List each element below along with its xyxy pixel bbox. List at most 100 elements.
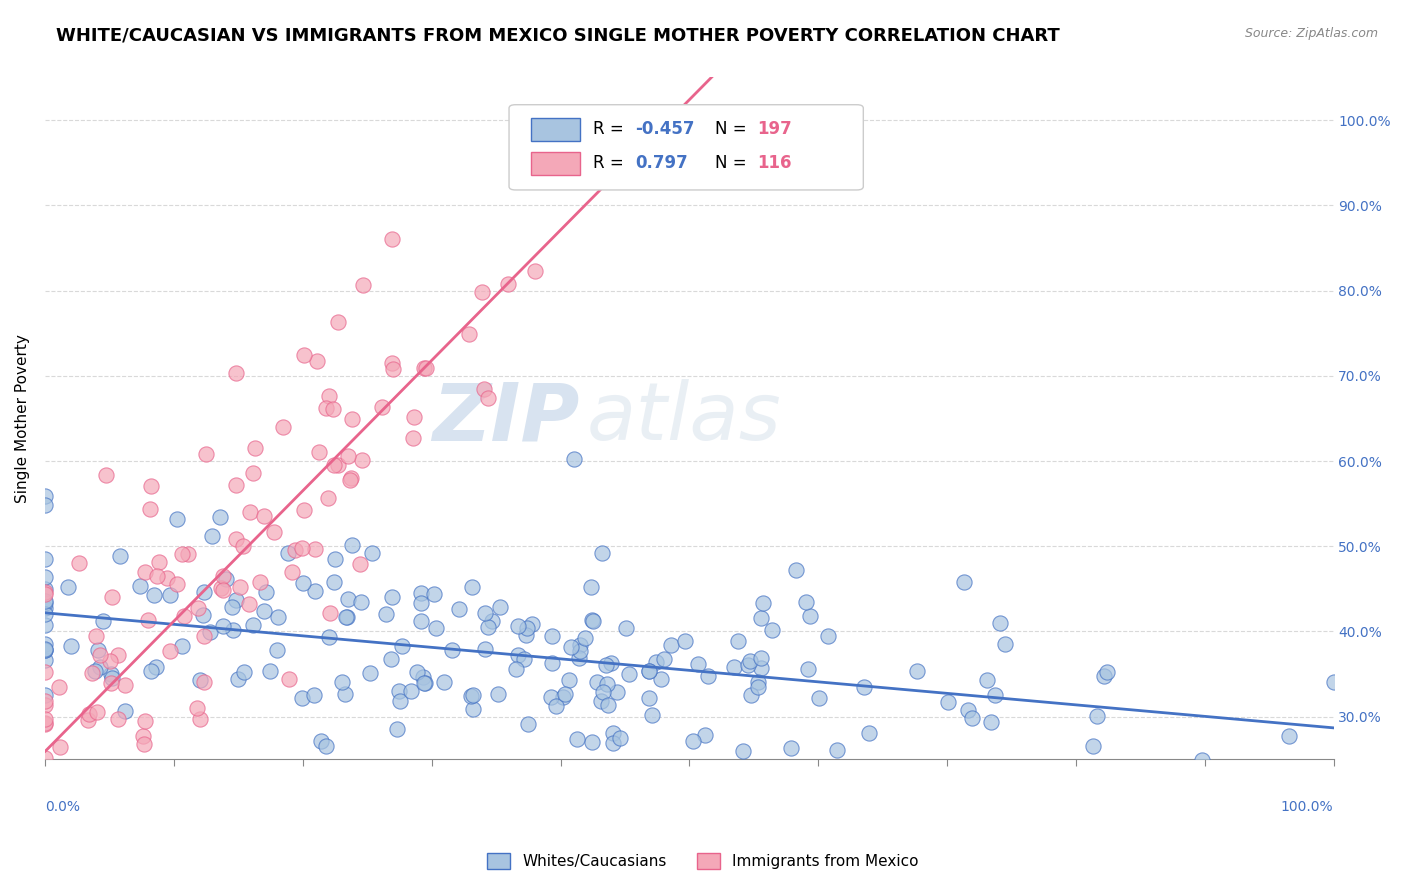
Point xyxy=(749,661,772,675)
Point xyxy=(586,675,609,690)
Point xyxy=(232,539,254,553)
Point xyxy=(994,637,1017,651)
Point xyxy=(173,609,195,624)
Point xyxy=(350,595,373,609)
Point xyxy=(1092,669,1115,683)
Point xyxy=(797,662,820,676)
Point xyxy=(77,713,100,727)
Point xyxy=(249,575,271,590)
Point xyxy=(34,762,56,776)
Point xyxy=(727,634,749,648)
Point xyxy=(749,611,772,625)
Point xyxy=(339,473,361,487)
Point xyxy=(471,285,494,299)
Point xyxy=(652,652,675,666)
Point xyxy=(808,690,831,705)
Point xyxy=(447,601,470,615)
Point xyxy=(513,652,536,666)
Point xyxy=(94,787,117,801)
Point xyxy=(322,402,344,417)
Point xyxy=(34,498,56,512)
Point xyxy=(336,591,359,606)
Point xyxy=(107,712,129,726)
Point xyxy=(825,742,848,756)
Point xyxy=(271,420,294,434)
Point xyxy=(957,703,980,717)
Point xyxy=(114,678,136,692)
Point xyxy=(186,701,208,715)
Text: atlas: atlas xyxy=(586,379,782,458)
Point xyxy=(645,656,668,670)
Point xyxy=(166,512,188,526)
Point xyxy=(114,704,136,718)
Point xyxy=(637,664,659,678)
Point xyxy=(80,666,103,681)
Point xyxy=(506,648,529,662)
Point xyxy=(596,677,619,691)
Point xyxy=(34,717,56,731)
Point xyxy=(548,763,571,777)
Point xyxy=(589,693,612,707)
Text: 0.0%: 0.0% xyxy=(45,800,80,814)
Point xyxy=(401,431,423,445)
Point xyxy=(166,576,188,591)
Point xyxy=(905,664,928,678)
Point xyxy=(352,278,374,293)
Point xyxy=(304,541,326,556)
Point xyxy=(222,623,245,637)
Point xyxy=(385,723,408,737)
Point xyxy=(58,580,80,594)
Point xyxy=(266,643,288,657)
Text: ZIP: ZIP xyxy=(433,379,579,458)
Point xyxy=(34,688,56,702)
Point xyxy=(304,584,326,599)
Point xyxy=(596,698,619,712)
Text: 116: 116 xyxy=(758,154,792,172)
Point xyxy=(737,658,759,673)
Point xyxy=(592,685,614,699)
Point xyxy=(34,582,56,596)
Point xyxy=(381,355,404,369)
Point xyxy=(425,622,447,636)
Point xyxy=(409,596,432,610)
Point xyxy=(359,665,381,680)
Point xyxy=(277,672,299,686)
Point xyxy=(322,458,344,472)
Text: R =: R = xyxy=(593,120,628,138)
Point xyxy=(76,784,98,798)
Point xyxy=(581,735,603,749)
Point xyxy=(326,315,349,329)
Point xyxy=(785,563,807,577)
Point xyxy=(188,712,211,726)
Point xyxy=(637,664,659,678)
Point xyxy=(34,860,56,874)
Point xyxy=(198,625,221,640)
Point xyxy=(131,729,153,743)
Point xyxy=(477,620,499,634)
Point xyxy=(853,680,876,694)
Point xyxy=(1085,709,1108,723)
Point xyxy=(371,400,394,414)
Point xyxy=(242,466,264,480)
Point xyxy=(460,689,482,703)
Point xyxy=(1081,739,1104,753)
Point xyxy=(253,509,276,524)
Point xyxy=(402,410,425,425)
Point xyxy=(214,794,236,808)
Point xyxy=(212,619,235,633)
Point xyxy=(49,739,72,754)
Point xyxy=(374,607,396,622)
Point xyxy=(34,618,56,632)
Point xyxy=(94,467,117,482)
Point xyxy=(34,805,56,819)
Point xyxy=(34,637,56,651)
Point xyxy=(284,542,307,557)
Point xyxy=(714,782,737,797)
Point xyxy=(55,810,77,824)
Point xyxy=(49,770,72,784)
Point xyxy=(650,672,672,686)
Point xyxy=(159,588,181,602)
Point xyxy=(523,264,546,278)
Point xyxy=(48,680,70,694)
Point xyxy=(749,651,772,665)
